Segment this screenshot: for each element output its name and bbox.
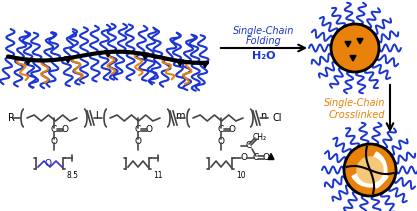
Text: O: O [146,126,153,134]
Text: Crosslinked: Crosslinked [329,110,385,119]
Text: O: O [45,160,52,169]
Text: Cl: Cl [273,113,282,123]
Text: 8.5: 8.5 [67,171,79,180]
Text: Single-Chain: Single-Chain [324,97,385,107]
Text: O: O [229,126,236,134]
Text: R: R [8,113,15,123]
Circle shape [357,157,383,183]
Text: C: C [246,142,252,150]
Text: C: C [135,126,141,134]
Circle shape [331,24,379,72]
Text: n: n [260,111,266,121]
Text: O: O [262,153,269,162]
Text: O: O [241,153,248,162]
Text: O: O [218,137,224,146]
Polygon shape [357,38,363,44]
Wedge shape [366,152,387,188]
Text: C: C [51,126,57,134]
Text: C: C [218,126,224,134]
Text: O: O [135,137,141,146]
Polygon shape [104,51,112,57]
Polygon shape [201,62,208,68]
Text: l: l [95,111,98,121]
Text: m: m [175,111,185,121]
Text: C: C [253,153,259,162]
Polygon shape [268,153,274,160]
Text: 10: 10 [236,171,246,180]
Text: O: O [50,137,58,146]
Polygon shape [176,60,183,66]
Text: O: O [61,126,68,134]
Text: 11: 11 [153,171,163,180]
Circle shape [344,144,396,196]
Text: CH₂: CH₂ [253,134,267,142]
Polygon shape [345,42,351,47]
Polygon shape [350,55,356,61]
Text: Folding: Folding [246,36,282,46]
Wedge shape [352,166,388,187]
Polygon shape [141,53,148,59]
Text: Single-Chain: Single-Chain [234,26,295,36]
Text: H₂O: H₂O [252,51,276,61]
Polygon shape [64,57,72,63]
Polygon shape [25,59,32,65]
